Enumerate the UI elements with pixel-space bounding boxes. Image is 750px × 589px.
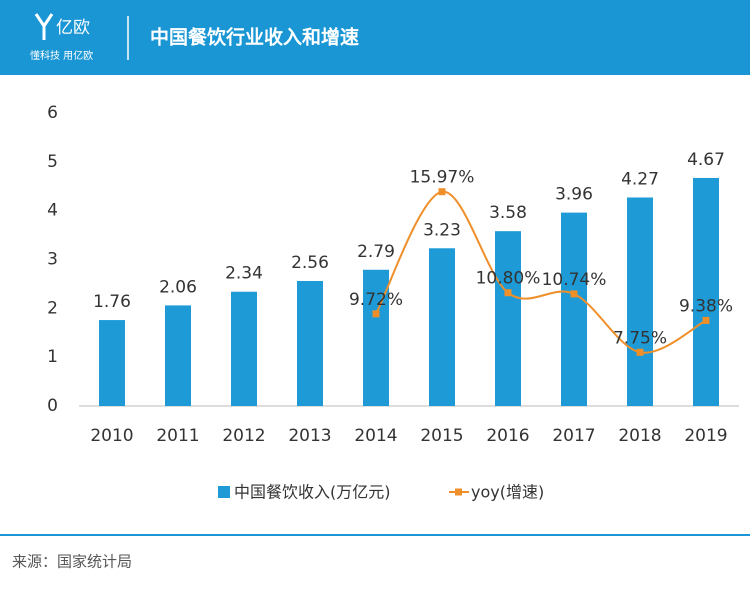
yoy-label: 15.97% — [410, 168, 475, 188]
bar-label: 3.23 — [423, 220, 461, 240]
bar — [297, 280, 323, 406]
bar — [627, 197, 653, 406]
legend-label: 中国餐饮收入(万亿元) — [234, 483, 391, 502]
bar-label: 1.76 — [93, 292, 131, 312]
y-tick-label: 4 — [47, 201, 58, 221]
y-tick-label: 0 — [47, 396, 58, 416]
yoy-marker — [438, 188, 446, 196]
yoy-label: 10.74% — [542, 270, 607, 290]
bar-label: 2.06 — [159, 277, 197, 297]
x-tick-label: 2016 — [486, 426, 529, 446]
bar — [231, 291, 257, 406]
legend-label: yoy(增速) — [471, 483, 544, 502]
y-tick-label: 2 — [47, 298, 58, 318]
bar — [495, 231, 521, 406]
logo-icon — [34, 13, 54, 40]
yoy-marker — [372, 310, 380, 318]
y-tick-label: 6 — [47, 103, 58, 123]
x-tick-label: 2011 — [156, 426, 199, 446]
bar-label: 2.79 — [357, 242, 395, 262]
yoy-marker — [504, 289, 512, 297]
yoy-marker — [702, 316, 710, 324]
y-tick-label: 1 — [47, 347, 58, 367]
bar-label: 2.34 — [225, 264, 263, 284]
x-tick-label: 2014 — [354, 426, 397, 446]
bar-label: 4.27 — [621, 169, 659, 189]
slogan: 懂科技 用亿欧 — [30, 49, 93, 62]
logo: 亿欧 — [56, 18, 90, 38]
x-tick-label: 2015 — [420, 426, 463, 446]
yoy-marker — [570, 290, 578, 298]
bar — [99, 320, 125, 406]
x-tick-label: 2013 — [288, 426, 331, 446]
bar — [693, 177, 719, 406]
x-tick-label: 2017 — [552, 426, 595, 446]
bar — [165, 305, 191, 406]
yoy-marker — [636, 348, 644, 356]
bar-label: 4.67 — [687, 150, 725, 170]
legend-swatch — [218, 486, 230, 498]
source: 来源：国家统计局 — [12, 553, 132, 571]
yoy-label: 7.75% — [613, 328, 667, 348]
yoy-label: 9.72% — [349, 290, 403, 310]
bar-label: 2.56 — [291, 253, 329, 273]
bar-label: 3.96 — [555, 185, 593, 205]
yoy-label: 10.80% — [476, 269, 541, 289]
x-tick-label: 2012 — [222, 426, 265, 446]
x-tick-label: 2019 — [684, 426, 727, 446]
bar — [561, 212, 587, 406]
y-tick-label: 3 — [47, 250, 58, 270]
legend-swatch-marker — [455, 488, 462, 496]
bar-label: 3.58 — [489, 203, 527, 223]
yoy-label: 9.38% — [679, 296, 733, 316]
y-tick-label: 5 — [47, 152, 58, 172]
x-tick-label: 2018 — [618, 426, 661, 446]
x-tick-label: 2010 — [90, 426, 133, 446]
bar — [429, 248, 455, 406]
header-band — [0, 0, 750, 75]
chart-title: 中国餐饮行业收入和增速 — [150, 26, 359, 49]
